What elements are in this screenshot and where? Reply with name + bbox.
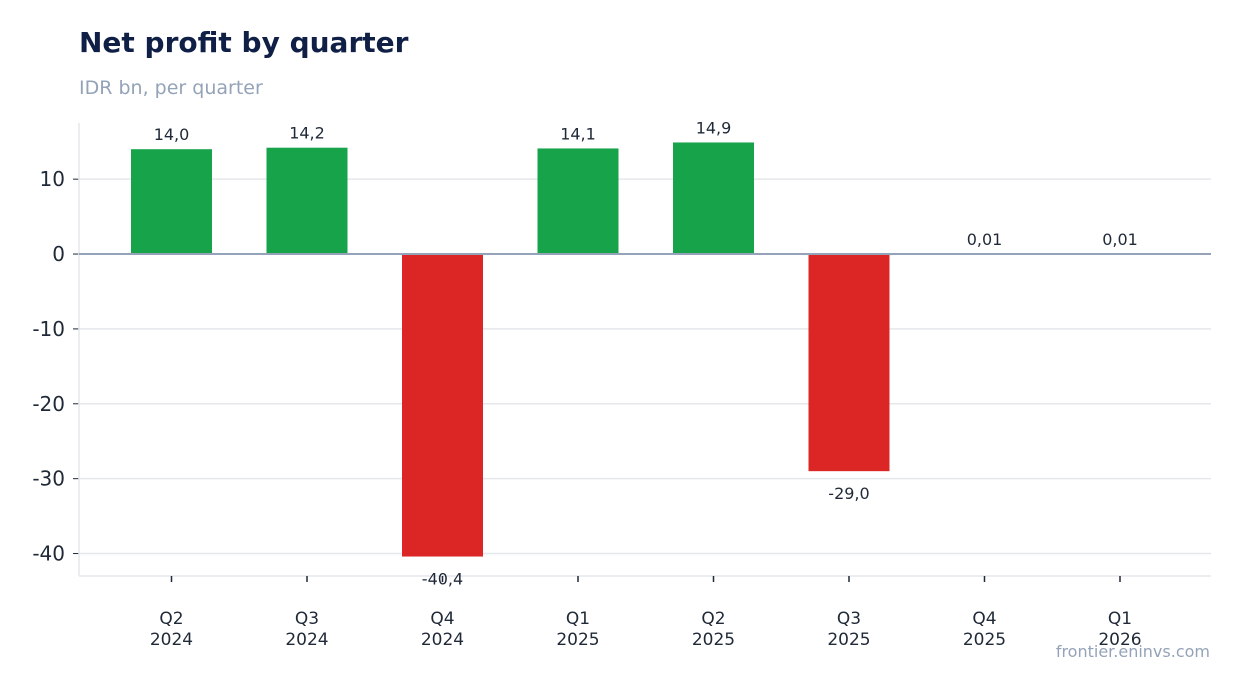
y-tick-label: -30	[32, 467, 65, 491]
x-tick-label: Q4	[972, 609, 996, 629]
bar	[402, 254, 483, 557]
x-tick-label: 2025	[827, 630, 870, 650]
data-label: 14,0	[154, 125, 190, 144]
x-tick-label: Q1	[566, 609, 590, 629]
x-tick-label: 2025	[963, 630, 1006, 650]
x-tick-label: Q1	[1108, 609, 1132, 629]
chart-subtitle: IDR bn, per quarter	[79, 77, 263, 99]
x-tick-label: 2025	[556, 630, 599, 650]
y-tick-label: -10	[32, 317, 65, 341]
x-tick-label: 2024	[150, 630, 193, 650]
data-label: 14,9	[696, 118, 732, 137]
x-tick-label: Q3	[295, 609, 319, 629]
x-tick-label: 2024	[421, 630, 464, 650]
y-tick-label: 10	[40, 167, 65, 191]
y-tick-label: -40	[32, 542, 65, 566]
bar	[266, 147, 348, 255]
y-tick-label: 0	[52, 242, 65, 266]
y-tick-label: -20	[32, 392, 65, 416]
data-label: 0,01	[967, 230, 1003, 249]
x-tick-label: Q3	[837, 609, 861, 629]
chart-title: Net profit by quarter	[79, 26, 409, 59]
x-tick-label: Q2	[701, 609, 725, 629]
source-credit: frontier.eninvs.com	[1055, 642, 1210, 661]
bar	[537, 148, 619, 255]
x-tick-label: Q4	[430, 609, 454, 629]
data-label: 0,01	[1102, 230, 1138, 249]
bar	[131, 149, 212, 255]
x-tick-label: Q2	[159, 609, 183, 629]
data-label: 14,1	[560, 124, 596, 143]
x-tick-label: 2026	[1098, 630, 1141, 650]
data-label: -29,0	[828, 484, 869, 503]
bar	[808, 254, 890, 472]
x-tick-label: 2025	[692, 630, 735, 650]
x-tick-label: 2024	[285, 630, 328, 650]
bar	[673, 142, 754, 255]
data-label: 14,2	[289, 124, 325, 143]
